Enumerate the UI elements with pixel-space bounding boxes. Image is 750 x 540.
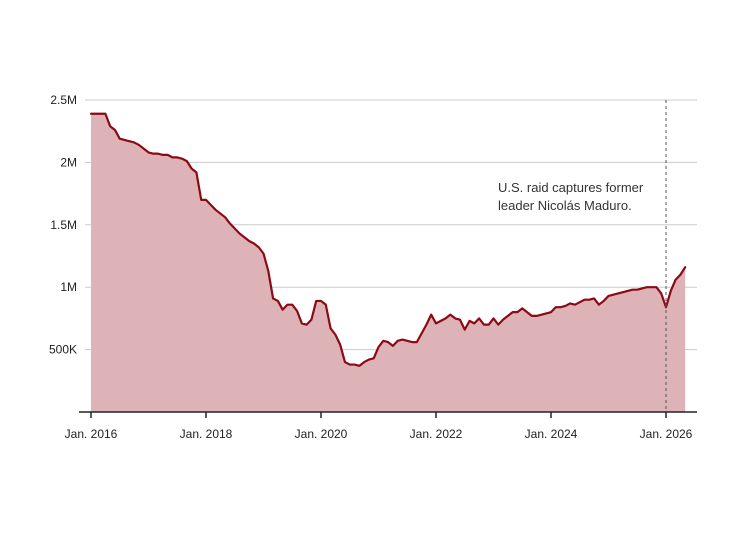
series-line — [89, 112, 687, 367]
annotation-text: U.S. raid captures former leader Nicolás… — [498, 180, 647, 213]
y-tick-label: 1M — [60, 280, 77, 294]
x-tick-label: Jan. 2016 — [65, 427, 118, 441]
y-tick-label: 500K — [49, 343, 77, 357]
y-tick-label: 2.5M — [50, 93, 77, 107]
area-fill — [91, 113, 686, 412]
annotation-layer: U.S. raid captures former leader Nicolás… — [498, 100, 667, 412]
y-tick-label: 2M — [60, 155, 77, 169]
x-tick-label: Jan. 2022 — [410, 427, 463, 441]
y-tick-label: 1.5M — [50, 218, 77, 232]
annotation-line-1: U.S. raid captures former — [498, 180, 644, 195]
axis-layer: 500K 1M 1.5M 2M 2.5M Jan. 2016 Jan. 2018 Jan. 2… — [49, 93, 697, 441]
area-layer — [89, 112, 687, 412]
x-tick-label: Jan. 2024 — [525, 427, 578, 441]
annotation-line-2: leader Nicolás Maduro. — [498, 198, 632, 213]
x-tick-label: Jan. 2018 — [180, 427, 233, 441]
x-tick-label: Jan. 2020 — [295, 427, 348, 441]
x-tick-label: Jan. 2026 — [640, 427, 693, 441]
